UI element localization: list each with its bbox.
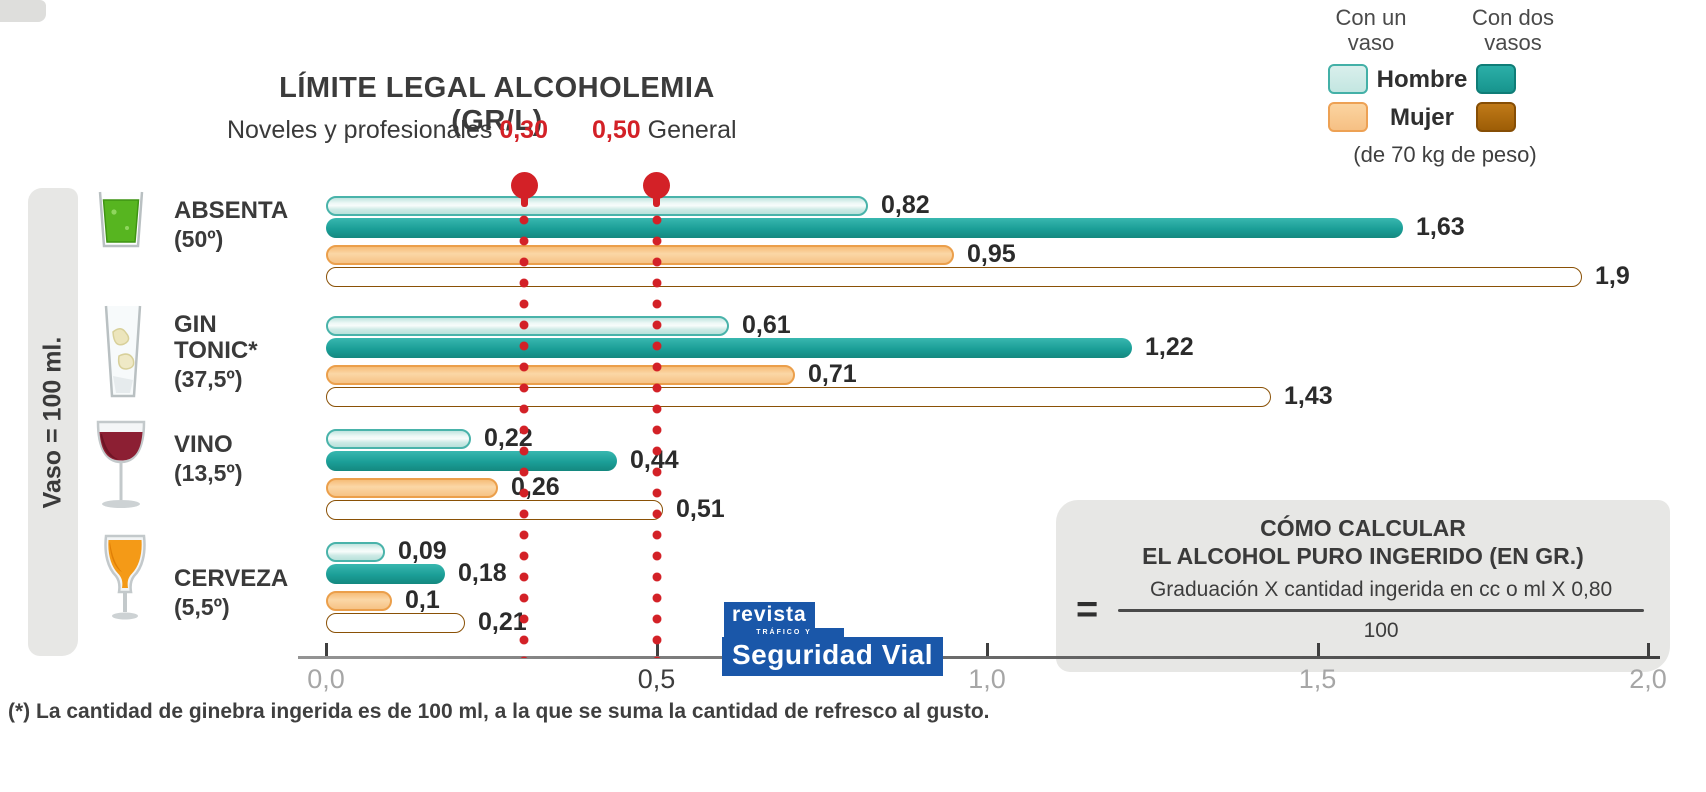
bar-value-vino-mujer-2-vasos: 0,51 xyxy=(676,495,725,523)
legend-swatch-mujer-un-vaso xyxy=(1328,102,1368,132)
beer-glass-icon xyxy=(96,534,154,636)
bar-cerveza-hombre-1-vaso xyxy=(326,542,385,562)
calc-title-line1: CÓMO CALCULAR xyxy=(1260,515,1466,541)
novice-limit-value: 0,30 xyxy=(499,116,548,144)
bar-absenta-mujer-1-vaso xyxy=(326,245,954,265)
bar-absenta-hombre-1-vaso xyxy=(326,196,868,216)
calc-box: CÓMO CALCULAR EL ALCOHOL PURO INGERIDO (… xyxy=(1056,500,1670,672)
bar-value-absenta-mujer-1-vaso: 0,95 xyxy=(967,240,1016,268)
glass-size-note: Vaso = 100 ml. xyxy=(38,336,67,508)
calc-formula: = Graduación X cantidad ingerida en cc o… xyxy=(1056,578,1670,643)
novice-label: Noveles y profesionales xyxy=(226,116,493,144)
axis-tick-2,0 xyxy=(1647,643,1650,656)
legend-swatch-hombre-dos-vasos xyxy=(1476,64,1516,94)
legend-one-glass-label: Con un vaso xyxy=(1335,5,1407,55)
bar-value-gin-tonic-hombre-1-vaso: 0,61 xyxy=(742,311,791,339)
legal-limit-marker-stem-0,50 xyxy=(653,196,660,207)
gin-tonic-glass-icon xyxy=(100,304,146,398)
calc-title-line2: EL ALCOHOL PURO INGERIDO (EN GR.) xyxy=(1142,543,1584,570)
equals-sign: = xyxy=(1076,589,1099,632)
legend-two-glasses-label: Con dos vasos xyxy=(1472,5,1554,55)
legend-swatch-hombre-un-vaso xyxy=(1328,64,1368,94)
logo-revista-text: revista xyxy=(724,602,815,628)
calc-denominator: 100 xyxy=(1363,619,1399,643)
fraction-line xyxy=(1118,609,1644,613)
bar-value-gin-tonic-mujer-2-vasos: 1,43 xyxy=(1284,382,1333,410)
bar-cerveza-mujer-2-vasos xyxy=(326,613,465,633)
drink-name-absenta: ABSENTA xyxy=(174,197,289,224)
drink-degrees-vino: (13,5º) xyxy=(174,459,243,486)
bar-gin-tonic-hombre-2-vasos xyxy=(326,338,1132,358)
axis-tick-label-2,0: 2,0 xyxy=(1629,664,1667,694)
bar-value-cerveza-mujer-1-vaso: 0,1 xyxy=(405,586,440,614)
absinthe-glass-icon xyxy=(94,190,148,248)
axis-tick-label-0,5: 0,5 xyxy=(637,664,676,694)
bar-value-absenta-mujer-2-vasos: 1,9 xyxy=(1595,262,1630,290)
seguridad-vial-logo: revista TRÁFICO Y Seguridad Vial xyxy=(722,602,943,676)
wine-glass-icon xyxy=(88,420,154,522)
axis-tick-0,0 xyxy=(325,643,328,656)
logo-seguridad-vial-text: Seguridad Vial xyxy=(722,637,943,676)
drink-label-cerveza: CERVEZA (5,5º) xyxy=(174,566,298,621)
axis-tick-1,0 xyxy=(986,643,989,656)
calc-numerator: Graduación X cantidad ingerida en cc o m… xyxy=(1149,578,1613,602)
drink-label-absenta: ABSENTA (50º) xyxy=(174,198,298,253)
legend-male-label: Hombre xyxy=(1376,66,1468,93)
logo-trafico-text: TRÁFICO Y xyxy=(724,628,844,637)
legal-limit-line-0,30 xyxy=(518,210,531,658)
bar-gin-tonic-mujer-2-vasos xyxy=(326,387,1271,407)
legal-limit-marker-0,50 xyxy=(643,172,670,199)
drink-degrees-gin-tonic: (37,5º) xyxy=(174,365,243,392)
drink-degrees-cerveza: (5,5º) xyxy=(174,593,230,620)
subtitle-novice: Noveles y profesionales 0,30 xyxy=(200,116,548,145)
drink-name-gin-tonic: GIN TONIC* xyxy=(174,311,258,364)
bar-value-gin-tonic-mujer-1-vaso: 0,71 xyxy=(808,360,857,388)
calc-fraction: Graduación X cantidad ingerida en cc o m… xyxy=(1112,578,1650,643)
chart-title: LÍMITE LEGAL ALCOHOLEMIA (GR/L) xyxy=(279,72,715,137)
bar-cerveza-hombre-2-vasos xyxy=(326,564,445,584)
footnote: (*) La cantidad de ginebra ingerida es d… xyxy=(8,700,990,723)
legal-limit-marker-0,30 xyxy=(510,172,538,199)
general-label: General xyxy=(647,116,737,144)
drink-name-vino: VINO xyxy=(174,431,233,458)
general-limit-value: 0,50 xyxy=(592,116,641,144)
drink-name-cerveza: CERVEZA xyxy=(174,565,289,592)
legal-limit-line-0,50 xyxy=(650,210,663,658)
legend: Con un vaso Con dos vasos Hombre Mujer (… xyxy=(1300,4,1590,174)
bar-absenta-hombre-2-vasos xyxy=(326,218,1403,238)
legend-weight-note: (de 70 kg de peso) xyxy=(1353,142,1537,167)
axis-tick-1,5 xyxy=(1316,643,1320,656)
decoration-blob xyxy=(0,0,46,22)
legal-limit-marker-stem-0,30 xyxy=(520,196,528,207)
legend-swatch-mujer-dos-vasos xyxy=(1476,102,1516,132)
bar-value-cerveza-hombre-1-vaso: 0,09 xyxy=(398,537,447,565)
drink-label-vino: VINO (13,5º) xyxy=(174,432,298,487)
bar-gin-tonic-mujer-1-vaso xyxy=(326,365,795,385)
axis-tick-label-1,0: 1,0 xyxy=(968,664,1006,694)
axis-tick-label-0,0: 0,0 xyxy=(307,664,345,694)
bar-value-cerveza-hombre-2-vasos: 0,18 xyxy=(458,559,507,587)
drink-label-gin-tonic: GIN TONIC* (37,5º) xyxy=(174,312,298,393)
glass-size-strip: Vaso = 100 ml. xyxy=(28,188,78,656)
subtitle-general: 0,50 General xyxy=(592,116,737,145)
bar-value-absenta-hombre-1-vaso: 0,82 xyxy=(881,191,930,219)
bar-cerveza-mujer-1-vaso xyxy=(326,591,392,611)
bar-vino-mujer-2-vasos xyxy=(326,500,663,520)
bar-value-gin-tonic-hombre-2-vasos: 1,22 xyxy=(1145,333,1194,361)
bar-vino-hombre-1-vaso xyxy=(326,429,471,449)
x-axis xyxy=(298,656,1660,659)
drink-degrees-absenta: (50º) xyxy=(174,225,224,252)
axis-tick-label-1,5: 1,5 xyxy=(1298,664,1337,694)
legend-female-label: Mujer xyxy=(1389,104,1454,131)
bar-absenta-mujer-2-vasos xyxy=(326,267,1582,287)
bar-vino-hombre-2-vasos xyxy=(326,451,617,471)
bar-vino-mujer-1-vaso xyxy=(326,478,498,498)
bar-value-absenta-hombre-2-vasos: 1,63 xyxy=(1416,213,1465,241)
calc-title: CÓMO CALCULAR EL ALCOHOL PURO INGERIDO (… xyxy=(1056,514,1670,570)
